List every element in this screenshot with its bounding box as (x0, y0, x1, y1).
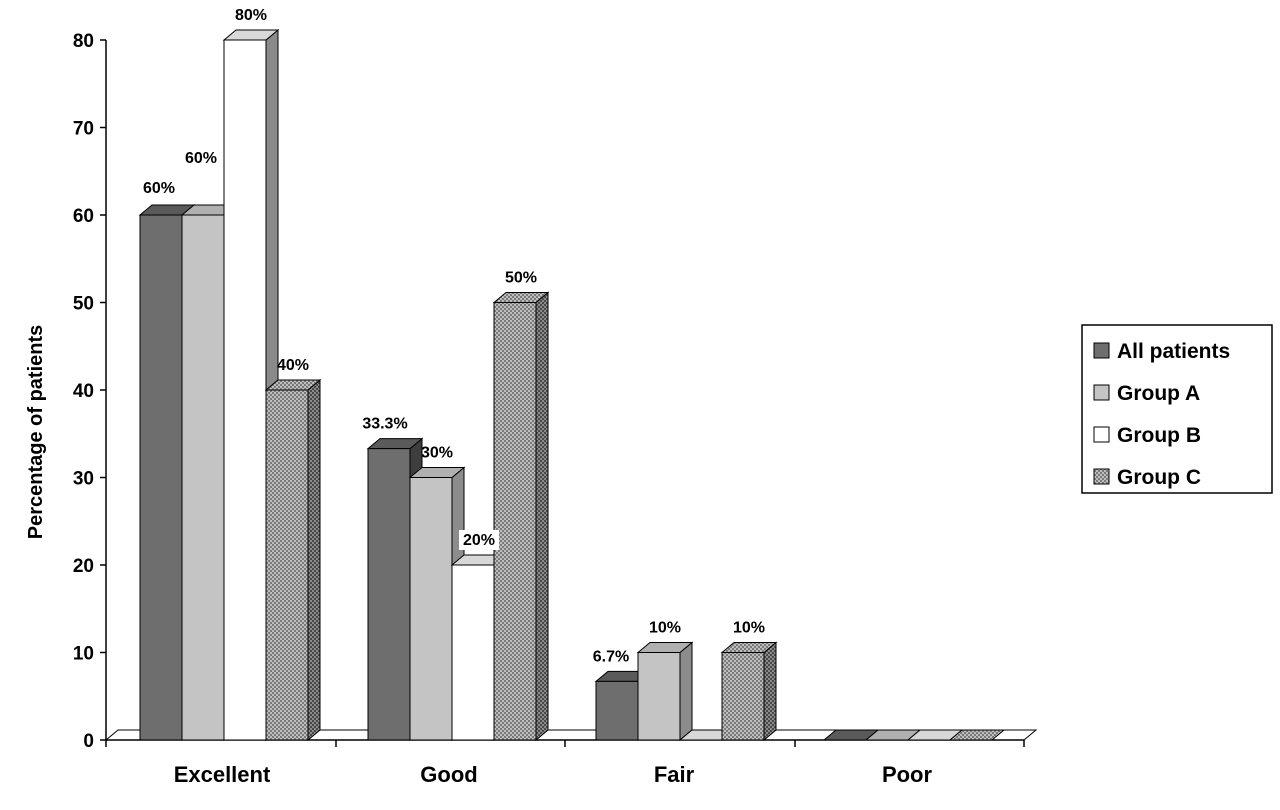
data-labels: 60% 60% 80% 40% 33.3% 30% 20% 50% 6.7% 10% 10% (143, 7, 765, 665)
bar-group-c-good-front (493, 302, 537, 741)
data-label: 30% (421, 445, 453, 462)
bar-group-b-excellent-front (223, 39, 267, 741)
bar-group-c-good (492, 291, 550, 742)
legend-swatch-all-patients (1093, 342, 1110, 359)
bar-group-c-poor (948, 729, 1006, 741)
data-label: 33.3% (362, 416, 407, 433)
y-tick-label: 0 (83, 731, 94, 752)
y-tick-label: 60 (73, 206, 94, 227)
legend-swatch-group-b (1093, 426, 1110, 443)
bar-group-c-excellent (264, 378, 322, 742)
bar-group-c-excellent-side (307, 378, 321, 742)
category-label: Fair (654, 762, 695, 787)
category-label: Poor (882, 762, 933, 787)
bar-group-c-fair-front (721, 652, 765, 741)
bar-group-b-good-front (451, 564, 495, 741)
bars (138, 28, 1006, 742)
legend-label-group-b: Group B (1117, 424, 1201, 447)
data-label-bg (459, 530, 499, 550)
legend-swatch-group-a (1093, 384, 1110, 401)
category-label: Good (420, 762, 477, 787)
bar-group-c-fair-side (763, 641, 777, 742)
category-label: Excellent (174, 762, 271, 787)
y-tick-label: 40 (73, 381, 94, 402)
y-tick-label: 50 (73, 294, 94, 315)
legend-label-group-a: Group A (1117, 382, 1200, 405)
bar-all-patients-good-front (367, 448, 411, 741)
bar-group-c-poor-flat (948, 729, 1006, 741)
legend-swatch-group-c (1093, 468, 1110, 485)
y-tick-label: 10 (73, 644, 94, 665)
data-label: 50% (505, 270, 537, 287)
bar-group-a-fair (636, 641, 694, 742)
bar-group-a-fair-front (637, 652, 681, 741)
y-tick-label: 30 (73, 469, 94, 490)
legend-label-all-patients: All patients (1117, 340, 1230, 363)
data-label: 80% (235, 7, 267, 24)
data-label: 10% (649, 620, 681, 637)
bar-group-a-excellent-front (181, 214, 225, 741)
legend-label-group-c: Group C (1117, 466, 1201, 489)
data-label: 20% (463, 532, 495, 549)
y-tick-label: 20 (73, 556, 94, 577)
data-label: 10% (733, 620, 765, 637)
bar-group-c-excellent-front (265, 389, 309, 741)
data-label: 60% (143, 180, 175, 197)
bar-group-c-fair (720, 641, 778, 742)
y-axis-title: Percentage of patients (25, 325, 47, 540)
y-tick-label: 70 (73, 119, 94, 140)
y-tick-label: 80 (73, 31, 94, 52)
bar-all-patients-fair-front (595, 680, 639, 741)
data-label: 6.7% (593, 648, 629, 665)
bar-group-a-good-front (409, 477, 453, 741)
data-label: 40% (277, 357, 309, 374)
legend: All patients Group A Group B Group C (1081, 324, 1273, 494)
bar-all-patients-excellent-front (139, 214, 183, 741)
bar-group-a-fair-side (679, 641, 693, 742)
data-label: 60% (185, 150, 217, 167)
bar-group-c-good-side (535, 291, 549, 742)
legend-box (1081, 324, 1273, 494)
